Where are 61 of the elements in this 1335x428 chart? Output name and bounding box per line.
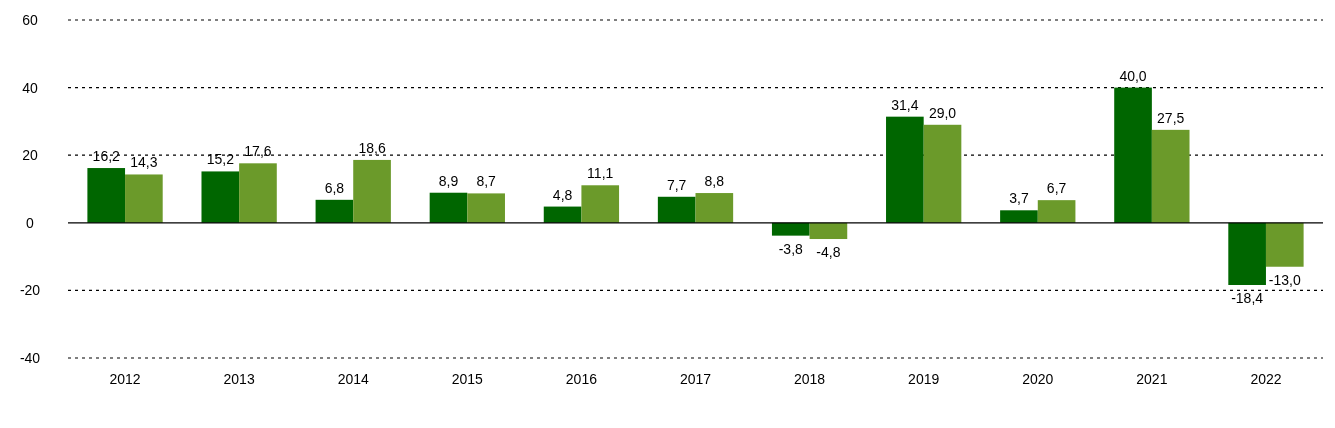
bar — [239, 163, 277, 223]
data-label: 31,4 — [891, 96, 919, 113]
x-tick-label: 2017 — [679, 371, 712, 387]
data-label: -13,0 — [1268, 271, 1301, 288]
y-tick-label: 20 — [22, 147, 38, 164]
data-label: 18,6 — [358, 139, 386, 156]
y-tick-label: 40 — [22, 79, 38, 96]
bar — [1037, 200, 1076, 223]
data-label: 8,9 — [438, 172, 459, 189]
data-label: 15,2 — [206, 151, 235, 168]
bar — [771, 222, 810, 236]
x-tick-label: 2022 — [1250, 371, 1282, 387]
x-tick-label: 2014 — [337, 371, 370, 387]
y-tick-label: -20 — [19, 282, 41, 299]
data-label: -18,4 — [1231, 289, 1264, 306]
data-label: -4,8 — [816, 244, 841, 261]
x-tick-label: 2015 — [451, 371, 484, 387]
x-tick-label: 2013 — [223, 371, 255, 387]
bar — [125, 174, 163, 223]
data-label: 6,8 — [324, 179, 345, 196]
data-label: 4,8 — [552, 186, 573, 203]
bar — [201, 171, 240, 223]
y-tick-label: 0 — [26, 214, 35, 231]
bar — [1228, 222, 1266, 285]
bar — [695, 193, 734, 223]
y-tick-label: -40 — [19, 349, 41, 366]
x-tick-label: 2019 — [908, 371, 940, 387]
x-tick-label: 2020 — [1022, 371, 1054, 387]
bar — [543, 206, 582, 223]
data-label: 6,7 — [1046, 180, 1067, 197]
bar — [1000, 210, 1038, 223]
bar — [87, 168, 126, 223]
data-label: 16,2 — [92, 148, 121, 165]
data-label: 40,0 — [1119, 67, 1147, 84]
bar — [315, 199, 354, 223]
data-label: 7,7 — [666, 176, 687, 193]
bar — [353, 159, 391, 223]
data-label: 29,0 — [928, 104, 957, 121]
x-tick-label: 2016 — [565, 371, 598, 387]
bar — [923, 124, 962, 223]
x-tick-label: 2021 — [1136, 371, 1168, 387]
bar — [809, 222, 848, 240]
bar — [657, 196, 696, 223]
bar — [1114, 87, 1152, 223]
data-label: 17,6 — [244, 143, 272, 160]
y-tick-label: 60 — [22, 11, 38, 28]
data-label: 27,5 — [1157, 109, 1185, 126]
bar — [467, 193, 505, 223]
data-label: -3,8 — [778, 240, 804, 257]
bar — [429, 192, 468, 223]
data-label: 8,7 — [476, 173, 497, 190]
data-label: 8,8 — [704, 173, 725, 190]
x-tick-label: 2012 — [109, 371, 141, 387]
bar — [1151, 129, 1190, 223]
data-label: 11,1 — [587, 165, 614, 182]
bar — [886, 116, 924, 223]
bar — [581, 185, 620, 223]
bar — [1265, 222, 1304, 267]
data-label: 14,3 — [130, 154, 158, 171]
data-label: 3,7 — [1009, 190, 1029, 207]
x-tick-label: 2018 — [794, 371, 826, 387]
